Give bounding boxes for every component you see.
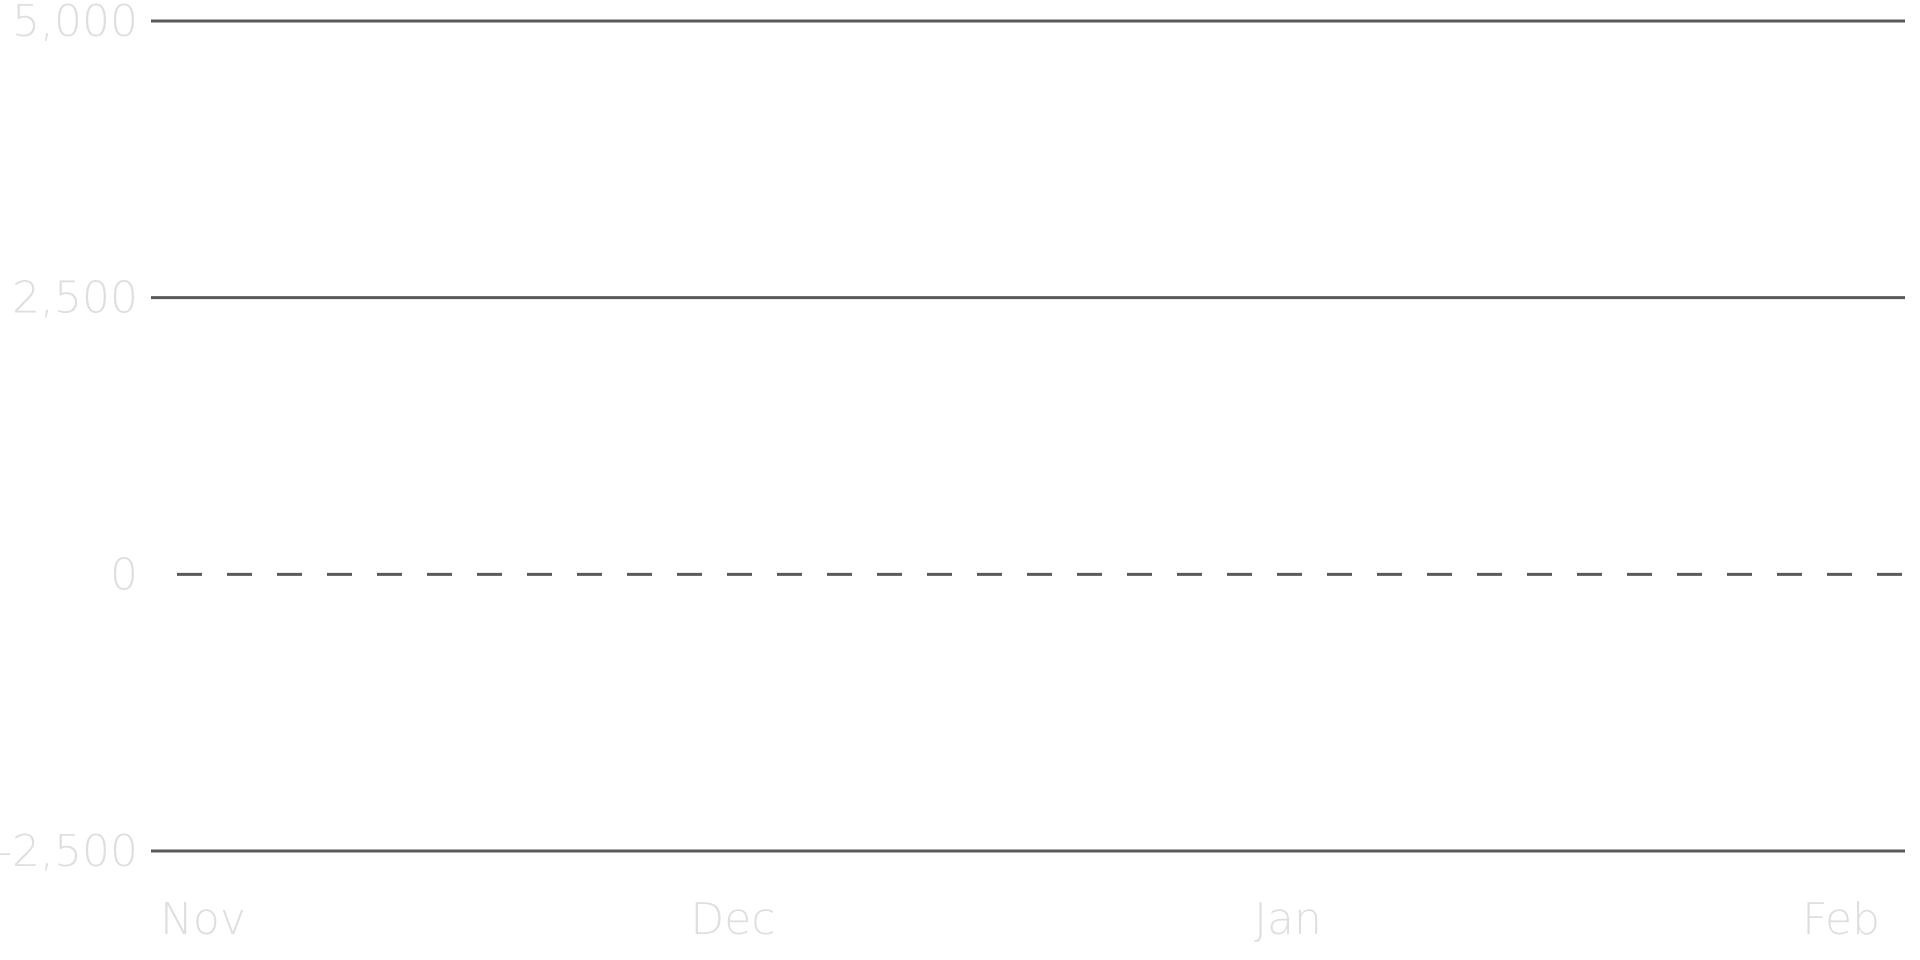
y-tick-label: -2,500 xyxy=(0,826,138,877)
x-axis-labels: Nov Dec Jan Feb xyxy=(160,894,1880,945)
y-axis-labels: 5,000 2,500 0 -2,500 xyxy=(0,0,138,877)
x-tick-label: Jan xyxy=(1254,894,1322,945)
y-tick-label: 2,500 xyxy=(12,273,138,324)
x-tick-label: Feb xyxy=(1802,894,1880,945)
x-tick-label: Dec xyxy=(690,894,775,945)
gridlines xyxy=(151,19,1905,853)
y-tick-label: 5,000 xyxy=(12,0,138,47)
x-tick-label: Nov xyxy=(160,894,246,945)
y-tick-label: 0 xyxy=(110,549,138,600)
